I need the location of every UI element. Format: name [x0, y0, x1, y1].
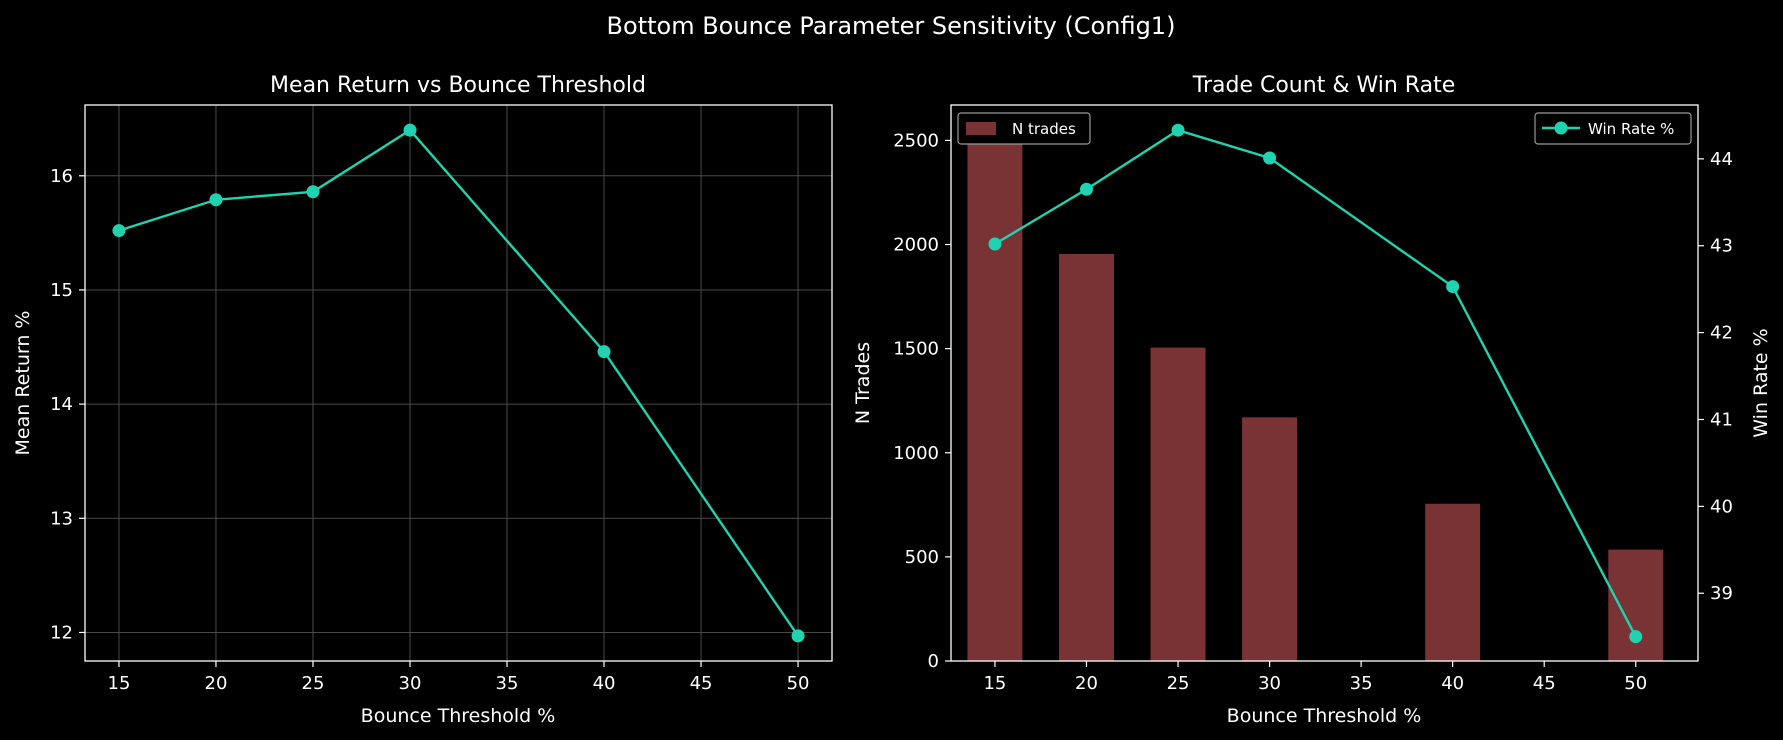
- x-tick-label: 35: [1350, 673, 1373, 694]
- y2-tick-label: 44: [1710, 149, 1733, 170]
- panel-title: Trade Count & Win Rate: [1192, 73, 1455, 98]
- bar: [1425, 503, 1481, 661]
- y-tick-label: 2500: [893, 130, 939, 151]
- n-trades-bars: [967, 136, 1664, 661]
- y-tick-label: 14: [50, 394, 73, 415]
- y-axis-left-ticks: 0 500 1000 1500 2000 2500: [893, 130, 951, 672]
- y2-tick-label: 40: [1710, 496, 1733, 517]
- legend-n-trades: N trades: [957, 112, 1091, 145]
- data-point: [112, 224, 126, 238]
- y-tick-label: 1000: [893, 443, 939, 464]
- mean-return-points: [112, 123, 805, 643]
- x-tick-label: 40: [1441, 673, 1464, 694]
- y-axis-right-ticks: 39 40 41 42 43 44: [1698, 149, 1733, 604]
- grid-lines: [85, 105, 832, 661]
- y-axis-ticks: 12 13 14 15 16: [50, 166, 85, 643]
- win-rate-line: [994, 128, 1637, 638]
- x-tick-label: 45: [1533, 673, 1556, 694]
- legend-win-rate: Win Rate %: [1534, 112, 1692, 145]
- bar: [1059, 253, 1114, 661]
- x-tick-label: 20: [1075, 673, 1098, 694]
- panel-trade-count: 15 20 25 30 35 40 45 50 0 500 1000 1500 2000 2500 39…: [852, 73, 1772, 727]
- y-tick-label: 15: [50, 280, 73, 301]
- bar: [1608, 549, 1664, 661]
- panel-mean-return: 15 20 25 30 35 40 45 50 12 13 14 15 16 Mean Return …: [12, 73, 833, 727]
- y-tick-label: 13: [50, 508, 73, 529]
- x-axis-ticks: 15 20 25 30 35 40 45 50: [983, 661, 1647, 694]
- y2-tick-label: 43: [1710, 236, 1733, 257]
- bar: [1150, 347, 1206, 661]
- x-tick-label: 30: [399, 673, 422, 694]
- y-tick-label: 16: [50, 166, 73, 187]
- y-tick-label: 2000: [893, 235, 939, 256]
- y-tick-label: 0: [928, 651, 939, 672]
- data-point: [988, 237, 1002, 251]
- x-tick-label: 50: [787, 673, 810, 694]
- x-tick-label: 25: [1167, 673, 1190, 694]
- x-tick-label: 50: [1624, 673, 1647, 694]
- y2-tick-label: 42: [1710, 323, 1733, 344]
- x-tick-label: 25: [302, 673, 325, 694]
- data-point: [1171, 123, 1185, 137]
- y-axis-label: Mean Return %: [12, 311, 34, 456]
- y2-tick-label: 39: [1710, 583, 1733, 604]
- y-tick-label: 500: [905, 547, 939, 568]
- legend-label: N trades: [1012, 120, 1076, 138]
- y2-tick-label: 41: [1710, 409, 1733, 430]
- data-point: [1446, 280, 1460, 294]
- data-point: [306, 185, 320, 199]
- figure-suptitle: Bottom Bounce Parameter Sensitivity (Con…: [607, 12, 1176, 40]
- y-axis-right-label: Win Rate %: [1750, 328, 1772, 437]
- x-tick-label: 20: [205, 673, 228, 694]
- x-tick-label: 15: [983, 673, 1006, 694]
- y-tick-label: 12: [50, 622, 73, 643]
- legend-box: [957, 112, 1091, 145]
- x-tick-label: 35: [496, 673, 519, 694]
- data-point: [597, 345, 611, 359]
- y-tick-label: 1500: [893, 339, 939, 360]
- x-axis-ticks: 15 20 25 30 35 40 45 50: [108, 661, 810, 694]
- x-tick-label: 30: [1258, 673, 1281, 694]
- data-point: [1079, 182, 1093, 196]
- bar: [967, 136, 1023, 661]
- legend-box: [1534, 112, 1692, 145]
- x-tick-label: 40: [593, 673, 616, 694]
- legend-swatch-bar: [966, 122, 996, 135]
- data-point: [209, 193, 223, 207]
- win-rate-points: [988, 123, 1643, 644]
- x-axis-label: Bounce Threshold %: [361, 705, 556, 727]
- x-axis-label: Bounce Threshold %: [1227, 705, 1422, 727]
- y-axis-left-label: N Trades: [852, 342, 874, 424]
- panel-title: Mean Return vs Bounce Threshold: [270, 73, 646, 98]
- bar: [1242, 417, 1298, 661]
- plot-area-frame: [950, 104, 1699, 662]
- data-point: [791, 629, 805, 643]
- data-point: [1629, 630, 1643, 644]
- x-tick-label: 15: [108, 673, 131, 694]
- legend-swatch-marker: [1554, 121, 1568, 135]
- mean-return-line: [118, 128, 800, 637]
- data-point: [1263, 151, 1277, 165]
- plot-area-frame: [84, 104, 833, 662]
- legend-label: Win Rate %: [1588, 120, 1674, 138]
- x-tick-label: 45: [690, 673, 713, 694]
- data-point: [403, 123, 417, 137]
